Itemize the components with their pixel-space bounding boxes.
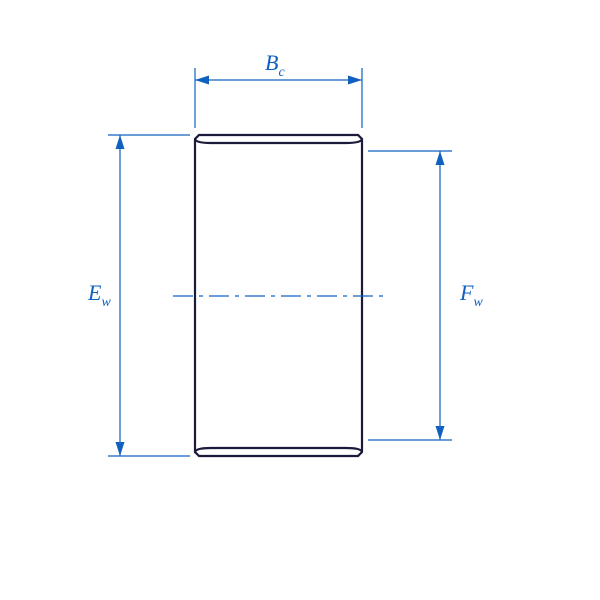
- bearing-top-inner-lip: [195, 139, 362, 143]
- arrow-head: [195, 76, 209, 85]
- arrow-head: [348, 76, 362, 85]
- arrow-head: [436, 151, 445, 165]
- fw-label: Fw: [459, 280, 483, 310]
- bearing-bottom-inner-lip: [195, 448, 362, 452]
- bearing-cross-section-diagram: Bc Ew Fw: [0, 0, 600, 600]
- arrow-head: [116, 135, 125, 149]
- bc-label: Bc: [265, 50, 285, 80]
- arrow-head: [436, 426, 445, 440]
- ew-label: Ew: [87, 280, 111, 310]
- arrow-head: [116, 442, 125, 456]
